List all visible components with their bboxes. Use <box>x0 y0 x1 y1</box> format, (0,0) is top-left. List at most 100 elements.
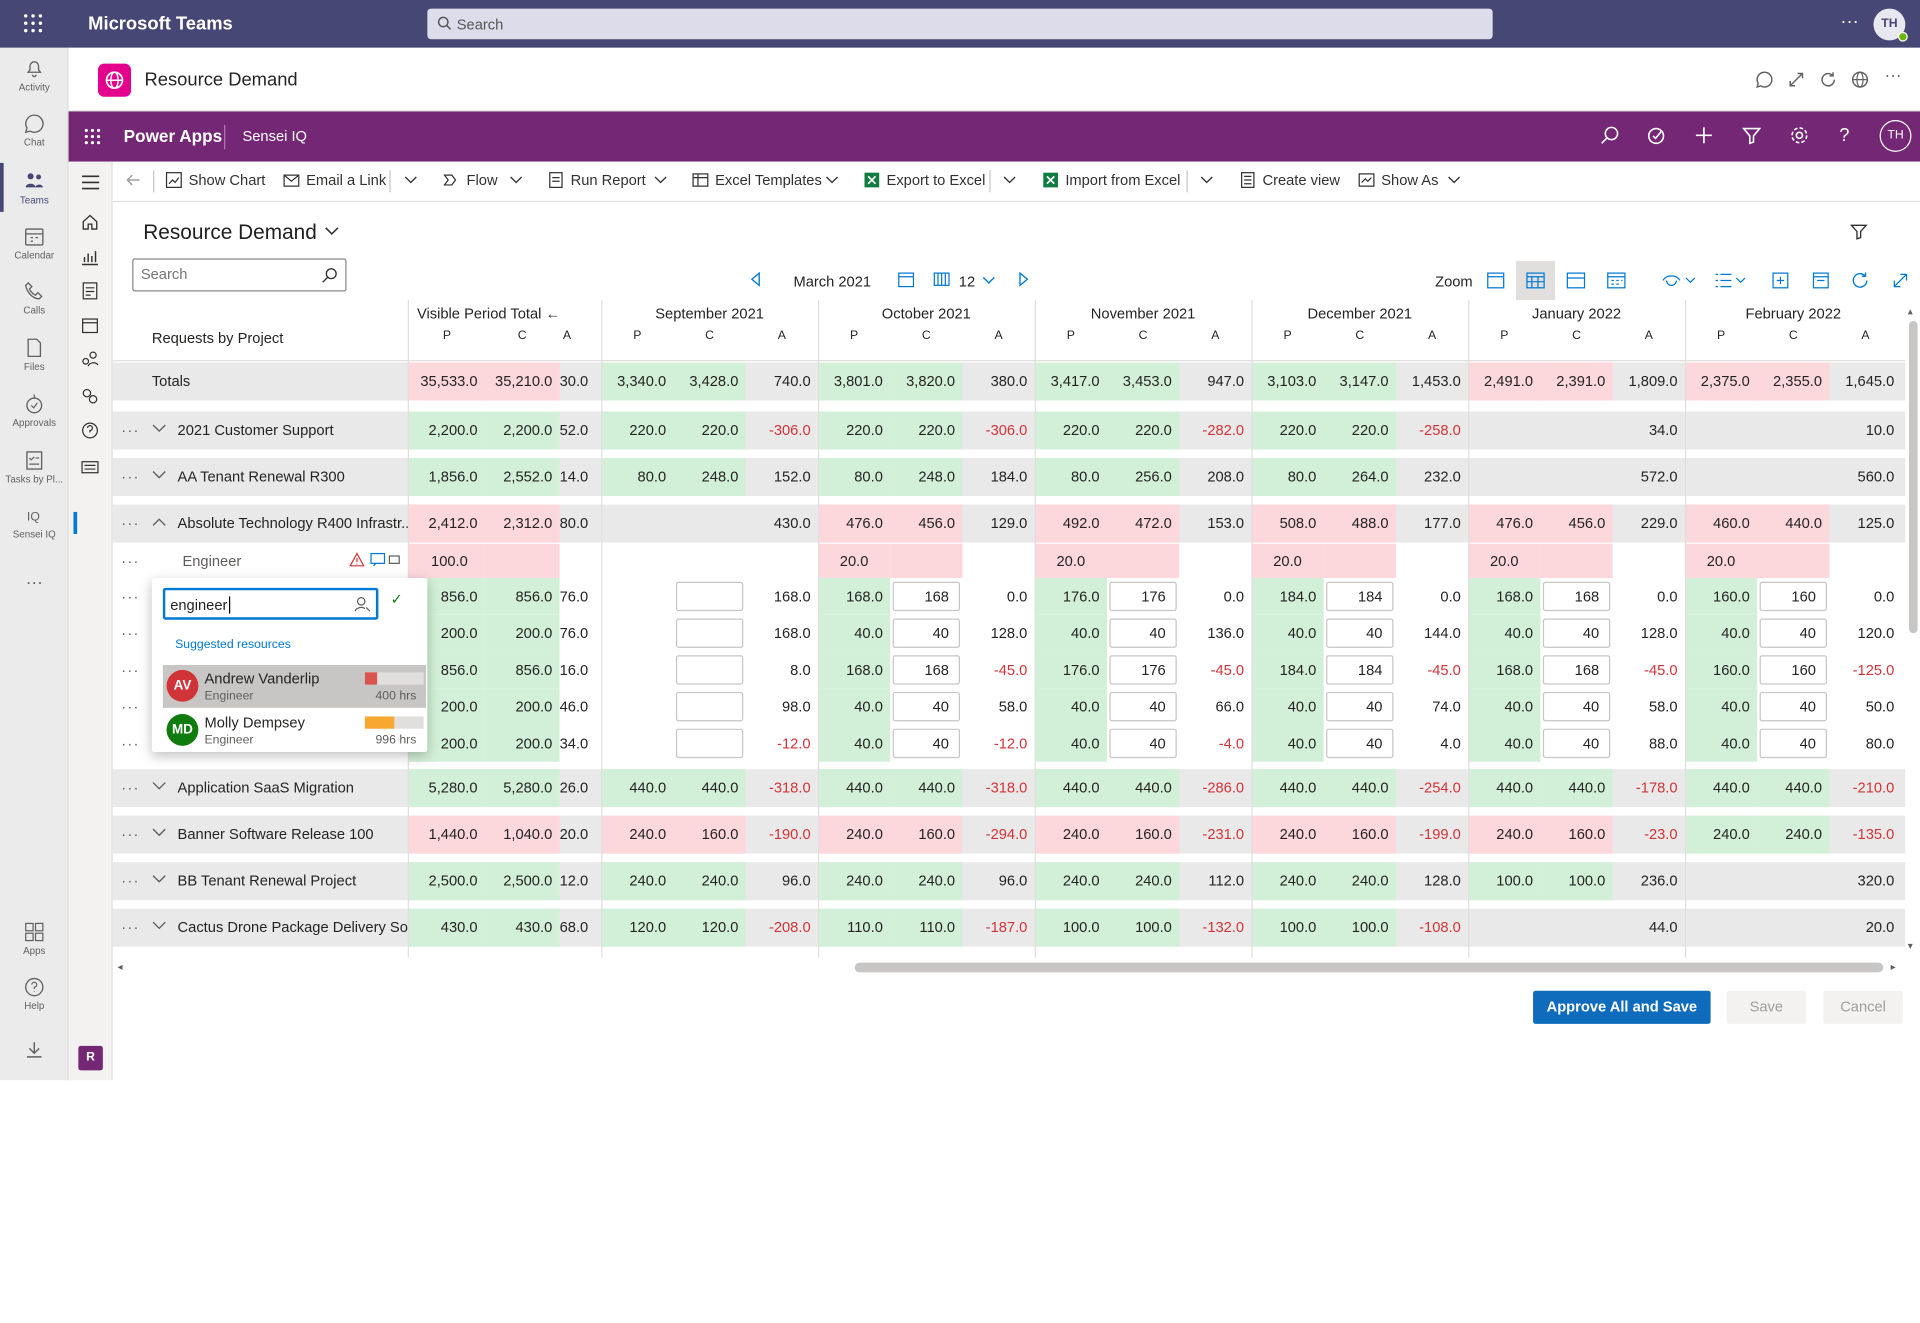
capacity-input[interactable] <box>675 655 744 685</box>
month-cell[interactable]: 168.0 <box>773 587 811 606</box>
view-selector[interactable]: Resource Demand <box>143 220 339 244</box>
capacity-input[interactable]: 168 <box>892 581 961 612</box>
month-cell[interactable]: 40.0 <box>1468 688 1541 726</box>
chevron-down-icon[interactable] <box>1003 173 1016 186</box>
row-menu-button[interactable]: ··· <box>121 514 140 532</box>
settings-icon[interactable] <box>1789 125 1810 146</box>
month-cell[interactable]: 176.0 <box>1034 578 1107 615</box>
report-icon[interactable] <box>81 282 99 300</box>
assignment-row[interactable]: ··· 856.0 856.0 76.0 168.0 168.0 168 0.0 176.0 17… <box>113 578 1906 615</box>
zoom-month-icon[interactable] <box>1515 260 1556 301</box>
month-cell[interactable]: 58.0 <box>1648 698 1678 716</box>
capacity-input[interactable]: 168 <box>892 655 961 685</box>
calendar-picker-icon[interactable] <box>898 271 915 288</box>
chevron-down-icon[interactable] <box>1200 173 1213 186</box>
month-cell[interactable]: 98.0 <box>782 698 811 716</box>
row-menu-button[interactable]: ··· <box>121 698 140 716</box>
row-menu-button[interactable]: ··· <box>121 661 140 679</box>
role-row[interactable]: ··· Engineer 100.0 20.0 20.0 20.0 20.0 20.0 <box>113 543 1906 579</box>
search-icon[interactable] <box>1599 125 1620 146</box>
month-cell[interactable]: 40.0 <box>1251 614 1324 652</box>
save-button[interactable]: Save <box>1726 990 1807 1024</box>
vertical-scrollbar[interactable]: ▴ ▾ <box>1905 306 1920 955</box>
month-cell[interactable]: 4.0 <box>1440 734 1461 752</box>
resource-search-input[interactable]: engineer <box>162 587 379 620</box>
month-cell[interactable]: 0.0 <box>1657 587 1678 606</box>
collapse-all-icon[interactable] <box>1801 261 1840 300</box>
email-link-button[interactable]: Email a Link <box>283 171 386 189</box>
month-cell[interactable]: -12.0 <box>993 734 1028 752</box>
month-cell[interactable]: 40.0 <box>1684 688 1758 726</box>
month-cell[interactable]: 66.0 <box>1215 698 1245 716</box>
filter-icon[interactable] <box>1850 223 1868 240</box>
area-switcher-badge[interactable]: R <box>78 1045 103 1071</box>
scrollbar-thumb[interactable] <box>854 962 1884 973</box>
link-icon[interactable] <box>81 387 99 405</box>
month-cell[interactable]: 168.0 <box>817 651 891 689</box>
fullscreen-icon[interactable] <box>1881 261 1920 300</box>
rail-item-sensei[interactable]: IQ Sensei IQ <box>0 505 69 540</box>
month-cell[interactable]: 144.0 <box>1424 624 1461 642</box>
project-row[interactable]: ··· Cactus Drone Package Delivery So... 43… <box>112 908 1906 947</box>
zoom-day-icon[interactable] <box>1477 261 1516 300</box>
suggested-resource-item[interactable]: AV Andrew Vanderlip Engineer 400 hrs <box>162 665 427 708</box>
capacity-input[interactable]: 40 <box>1109 691 1177 722</box>
list-options-icon[interactable] <box>1705 261 1746 300</box>
capacity-input[interactable]: 40 <box>1326 618 1394 648</box>
capacity-input[interactable]: 184 <box>1326 581 1394 612</box>
globe-icon[interactable] <box>1850 70 1870 90</box>
month-cell[interactable]: 40.0 <box>817 725 891 762</box>
month-cell[interactable]: 40.0 <box>1034 614 1107 652</box>
assistant-icon[interactable] <box>1646 125 1667 146</box>
capacity-input[interactable]: 40 <box>892 691 961 722</box>
approve-all-save-button[interactable]: Approve All and Save <box>1533 990 1711 1024</box>
capacity-input[interactable]: 40 <box>1542 728 1611 759</box>
month-cell[interactable]: 0.0 <box>1223 587 1245 606</box>
month-cell[interactable]: -45.0 <box>1210 661 1245 679</box>
rail-item-more[interactable]: ··· <box>0 572 69 592</box>
month-cell[interactable] <box>601 725 674 762</box>
chevron-down-icon[interactable] <box>152 827 167 837</box>
capacity-input[interactable] <box>675 691 744 722</box>
conversation-icon[interactable] <box>1755 70 1775 90</box>
month-cell[interactable]: 74.0 <box>1432 698 1461 716</box>
create-view-button[interactable]: Create view <box>1239 171 1340 189</box>
month-cell[interactable]: 40.0 <box>1468 725 1541 762</box>
hamburger-icon[interactable] <box>81 174 101 191</box>
capacity-input[interactable]: 160 <box>1759 581 1827 612</box>
capacity-input[interactable] <box>675 618 744 648</box>
checkmark-icon[interactable]: ✓ <box>390 590 403 608</box>
visibility-icon[interactable] <box>1652 261 1696 300</box>
expand-all-icon[interactable] <box>1761 261 1800 300</box>
month-cell[interactable]: -12.0 <box>777 734 811 752</box>
month-cell[interactable]: -125.0 <box>1852 661 1895 679</box>
row-menu-button[interactable]: ··· <box>121 587 140 606</box>
totals-row[interactable]: Totals 35,533.0 35,210.0 30.0 3,340.0 3,428.0… <box>112 362 1906 401</box>
rail-item-file[interactable]: Files <box>0 337 69 372</box>
month-cell[interactable]: 176.0 <box>1034 651 1107 689</box>
chevron-down-icon[interactable] <box>152 423 167 433</box>
row-menu-button[interactable]: ··· <box>121 467 140 485</box>
project-row[interactable]: ··· BB Tenant Renewal Project 2,500.0 2,500… <box>112 862 1906 901</box>
month-cell[interactable]: 168.0 <box>1468 651 1541 689</box>
capacity-input[interactable]: 176 <box>1109 581 1177 612</box>
rail-item-tasks[interactable]: Tasks by Pl... <box>0 449 69 485</box>
rail-item-phone[interactable]: Calls <box>0 280 69 316</box>
back-button[interactable] <box>125 171 148 188</box>
row-menu-button[interactable]: ··· <box>121 778 140 797</box>
powerapps-avatar[interactable]: TH <box>1879 120 1912 152</box>
column-count-icon[interactable] <box>933 271 950 288</box>
month-cell[interactable]: 40.0 <box>1684 725 1758 762</box>
download-icon[interactable] <box>0 1040 69 1062</box>
resource-demand-icon[interactable] <box>81 350 99 368</box>
row-menu-button[interactable]: ··· <box>121 624 140 642</box>
month-cell[interactable]: 40.0 <box>1251 688 1324 726</box>
month-cell[interactable]: 50.0 <box>1865 698 1895 716</box>
card-icon[interactable] <box>81 458 99 476</box>
capacity-input[interactable]: 40 <box>1326 691 1394 722</box>
project-row[interactable]: ··· Banner Software Release 100 1,440.0 1,0… <box>112 815 1906 854</box>
month-cell[interactable] <box>601 578 674 615</box>
chevron-down-icon[interactable] <box>404 173 417 186</box>
filter-icon[interactable] <box>1741 125 1762 146</box>
new-icon[interactable] <box>1693 125 1714 146</box>
